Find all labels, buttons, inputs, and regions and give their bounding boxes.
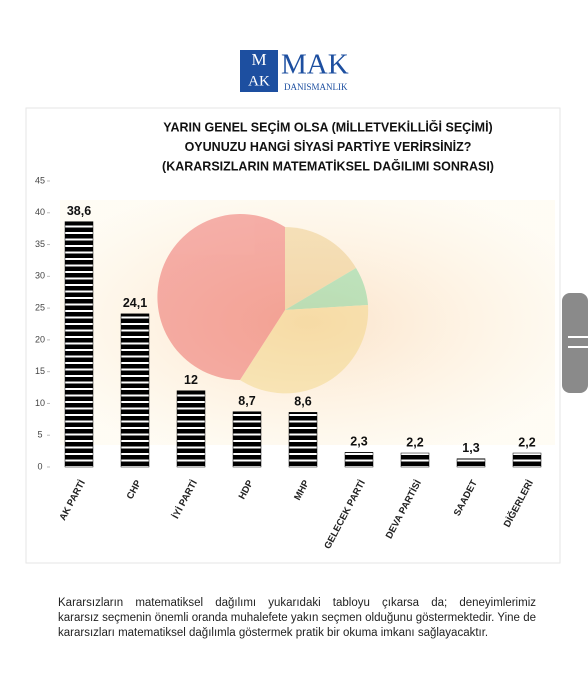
y-tick-label: 45 (35, 175, 45, 185)
paragraph-line: kararsızları matematiksel dağılımla göst… (58, 627, 489, 639)
chart-title: (KARARSIZLARIN MATEMATİKSEL DAĞILIMI SON… (162, 158, 494, 173)
paragraph: Kararsızların matematiksel dağılımı yuka… (58, 596, 536, 641)
paragraph-line: kararsız seçmenin önemli oranda muhalefe… (58, 612, 536, 624)
value-label: 24,1 (123, 296, 147, 310)
logo-mark: M (251, 50, 266, 69)
value-label: 8,7 (238, 394, 255, 408)
y-tick-label: 20 (35, 334, 45, 344)
scroll-handle[interactable] (562, 293, 588, 393)
chart-title: OYUNUZU HANGİ SİYASİ PARTİYE VERİRSİNİZ? (185, 139, 472, 154)
logo-box (240, 50, 278, 92)
bar (288, 412, 318, 468)
value-label: 2,2 (406, 435, 423, 449)
paragraph-line: Kararsızların matematiksel dağılımı yuka… (58, 597, 536, 609)
bar (344, 452, 374, 468)
logo-mark: AK (248, 73, 270, 89)
value-label: 2,2 (518, 435, 535, 449)
bar (512, 452, 542, 468)
bar (120, 313, 150, 468)
y-tick-label: 10 (35, 398, 45, 408)
y-tick-label: 0 (37, 461, 42, 471)
y-tick-label: 30 (35, 271, 45, 281)
bar (176, 390, 206, 468)
bar (232, 411, 262, 468)
y-tick-label: 25 (35, 302, 45, 312)
bar (456, 458, 486, 468)
chart: M AK MAK DANISMANLIK YARIN GENEL SEÇİM O… (25, 49, 588, 564)
value-label: 2,3 (350, 435, 367, 449)
value-label: 38,6 (67, 204, 91, 218)
y-tick-label: 15 (35, 366, 45, 376)
y-tick-label: 5 (37, 430, 42, 440)
bar (400, 452, 430, 468)
logo-name: MAK (281, 49, 349, 81)
logo-subtitle: DANISMANLIK (284, 82, 348, 92)
value-label: 8,6 (294, 395, 311, 409)
bar (64, 221, 94, 468)
value-label: 12 (184, 373, 198, 387)
chart-title: YARIN GENEL SEÇİM OLSA (MİLLETVEKİLLİĞİ … (163, 119, 492, 134)
value-label: 1,3 (462, 441, 479, 455)
y-tick-label: 35 (35, 239, 45, 249)
y-tick-label: 40 (35, 207, 45, 217)
background-pie (157, 214, 369, 394)
